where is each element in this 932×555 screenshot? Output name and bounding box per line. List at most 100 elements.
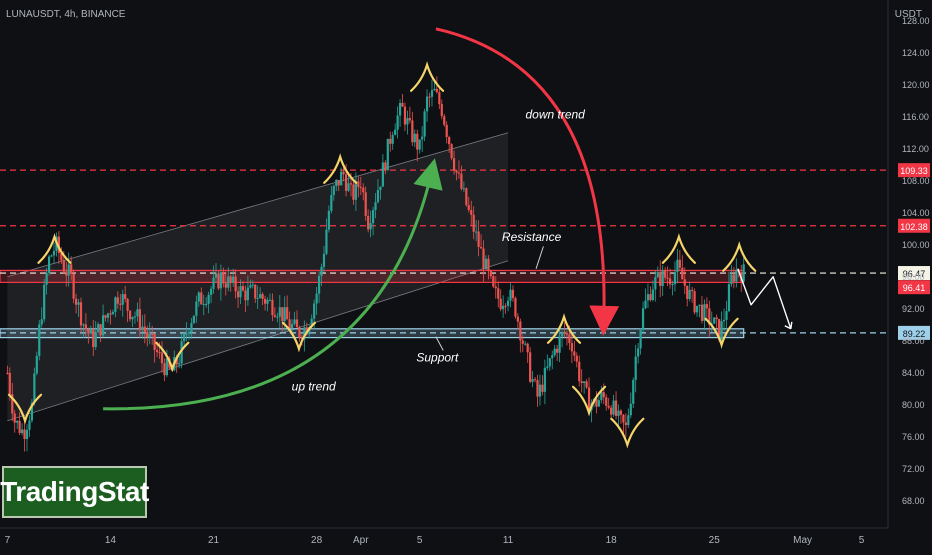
candle	[330, 186, 333, 214]
downtrend-arrow	[435, 27, 620, 336]
candle	[580, 369, 583, 393]
candle-body	[84, 324, 88, 330]
candle-body	[281, 307, 284, 322]
candle	[413, 129, 416, 148]
candle	[92, 319, 95, 357]
candle	[607, 397, 610, 410]
candle-body	[254, 284, 257, 299]
x-tick-label: 5	[417, 535, 423, 546]
candle	[727, 271, 731, 313]
candle-body	[401, 103, 404, 107]
candle-body	[347, 183, 350, 191]
candle-body	[16, 420, 19, 423]
candle-body	[502, 305, 505, 310]
x-tick-label: 21	[208, 535, 220, 546]
candle-body	[656, 272, 659, 278]
candle-body	[101, 315, 105, 336]
candle-body	[514, 297, 517, 317]
candle	[354, 172, 357, 211]
candle-body	[111, 311, 115, 315]
candle-body	[232, 276, 235, 283]
candle	[666, 266, 669, 287]
candle	[462, 181, 465, 192]
candle-body	[340, 171, 343, 186]
candle	[195, 295, 198, 323]
candle	[698, 304, 701, 318]
candle-body	[367, 215, 370, 230]
candle-body	[718, 319, 721, 340]
candle	[207, 291, 210, 314]
candle	[445, 121, 448, 144]
support-tag-bg	[898, 325, 930, 340]
candle-body	[570, 342, 573, 352]
candle	[273, 307, 276, 319]
candle	[99, 323, 102, 343]
candle-body	[573, 351, 576, 356]
candle-body	[470, 209, 473, 215]
candle-body	[50, 255, 53, 257]
candle-body	[546, 366, 549, 368]
candle	[688, 281, 691, 302]
candle-body	[6, 372, 9, 374]
candle	[209, 285, 213, 303]
candle-body	[330, 194, 333, 211]
candle	[13, 409, 16, 433]
candle-body	[462, 188, 465, 190]
candle-body	[195, 301, 198, 316]
candle-body	[533, 379, 537, 381]
candle-body	[681, 267, 684, 280]
candle	[347, 173, 350, 192]
candle	[475, 219, 478, 242]
candle-body	[649, 294, 652, 300]
candle-body	[583, 381, 586, 384]
symbol-header: LUNAUSDT, 4h, BINANCE	[6, 9, 125, 20]
candle	[65, 261, 68, 287]
candle	[543, 359, 546, 405]
candle	[111, 309, 115, 315]
candle	[681, 255, 684, 280]
candle-body	[131, 316, 134, 320]
candle	[465, 187, 468, 207]
candle-body	[288, 319, 291, 329]
candle	[386, 138, 389, 171]
candle-body	[354, 181, 357, 200]
candle-body	[732, 274, 735, 282]
candle	[261, 292, 264, 306]
annotation-label: down trend	[525, 107, 585, 121]
y-tick-label: 104.00	[902, 208, 930, 218]
candle	[278, 294, 281, 328]
candle-body	[391, 134, 394, 144]
candle-body	[394, 129, 397, 135]
candle	[659, 260, 662, 298]
candle	[352, 180, 355, 205]
candle	[268, 293, 272, 302]
candle-body	[276, 316, 279, 318]
candle	[286, 295, 289, 320]
candle-body	[30, 402, 34, 421]
candle	[661, 265, 664, 297]
candle	[632, 377, 635, 409]
candle	[742, 254, 745, 283]
candle-body	[155, 350, 159, 353]
candle	[320, 263, 323, 286]
trough-marker	[7, 393, 43, 425]
candle-body	[646, 294, 650, 301]
candle-body	[683, 279, 686, 286]
candle-body	[632, 379, 635, 404]
candle	[448, 135, 451, 153]
annotation-label: Support	[416, 351, 459, 365]
candle	[676, 248, 679, 284]
candle	[695, 305, 699, 317]
trough-marker	[281, 321, 317, 353]
x-tick-label: 5	[859, 535, 865, 546]
candle-body	[62, 260, 65, 272]
candle	[499, 289, 502, 312]
candle	[101, 304, 105, 338]
candle	[18, 412, 21, 435]
candle	[185, 322, 188, 342]
candle	[246, 275, 249, 307]
channel-upper-line	[7, 132, 509, 278]
projection-path	[737, 268, 792, 330]
